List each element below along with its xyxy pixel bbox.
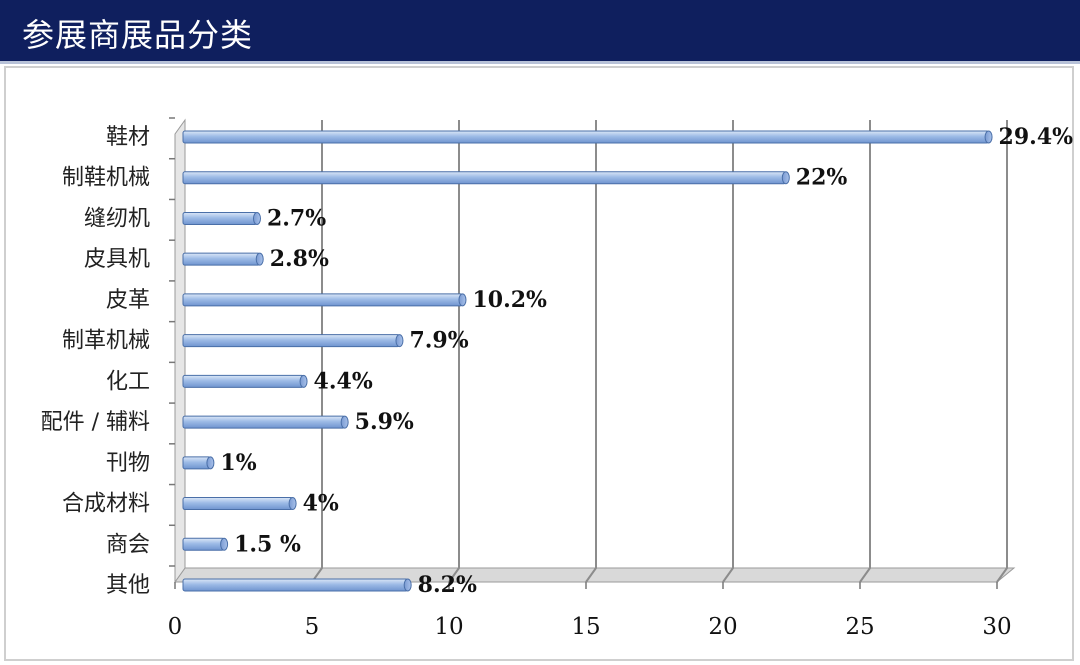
bar[interactable] bbox=[182, 334, 400, 348]
category-label: 其他 bbox=[106, 573, 150, 598]
x-tick-label: 30 bbox=[982, 614, 1011, 640]
bar[interactable] bbox=[182, 130, 990, 144]
bar-end-cap bbox=[403, 578, 412, 592]
bar-end-cap bbox=[340, 415, 349, 429]
bar[interactable] bbox=[182, 252, 261, 266]
bar-end-cap bbox=[984, 130, 993, 144]
header-bar: 参展商展品分类 bbox=[0, 0, 1080, 64]
bar-end-cap bbox=[206, 456, 215, 470]
bar-end-cap bbox=[458, 293, 467, 307]
bar[interactable] bbox=[182, 374, 305, 388]
plot-left-wall bbox=[174, 118, 186, 584]
bar-end-cap bbox=[255, 252, 264, 266]
bar[interactable] bbox=[182, 578, 409, 592]
bar-end-cap bbox=[299, 374, 308, 388]
bar-end-cap bbox=[395, 334, 404, 348]
data-label: 1% bbox=[220, 450, 256, 476]
data-label: 4% bbox=[303, 491, 339, 517]
bar[interactable] bbox=[182, 171, 787, 185]
bar[interactable] bbox=[182, 211, 258, 225]
page-title: 参展商展品分类 bbox=[22, 16, 254, 54]
x-tick-label: 25 bbox=[845, 614, 874, 640]
bar-end-cap bbox=[288, 497, 297, 511]
x-gridline bbox=[585, 120, 597, 583]
bar-end-cap bbox=[220, 537, 229, 551]
category-label: 鞋材 bbox=[106, 125, 150, 150]
x-gridline bbox=[722, 120, 734, 583]
category-label: 皮革 bbox=[106, 288, 150, 313]
category-label: 化工 bbox=[106, 369, 150, 394]
category-label: 皮具机 bbox=[84, 247, 150, 272]
bar[interactable] bbox=[182, 293, 463, 307]
bar[interactable] bbox=[182, 537, 225, 551]
x-gridline bbox=[996, 120, 1008, 583]
bar-end-cap bbox=[781, 171, 790, 185]
data-label: 2.7% bbox=[267, 205, 326, 231]
category-label: 制鞋机械 bbox=[62, 166, 150, 191]
x-gridline bbox=[311, 120, 323, 583]
data-label: 10.2% bbox=[472, 287, 547, 313]
category-label: 合成材料 bbox=[62, 492, 150, 517]
x-tick-label: 10 bbox=[434, 614, 463, 640]
data-label: 5.9% bbox=[355, 409, 414, 435]
plot-back-wall bbox=[175, 120, 1014, 582]
data-label: 4.4% bbox=[314, 368, 373, 394]
category-label: 配件 / 辅料 bbox=[41, 410, 150, 435]
x-tick-label: 0 bbox=[168, 614, 183, 640]
x-tick-label: 15 bbox=[571, 614, 600, 640]
data-label: 22% bbox=[796, 165, 848, 191]
bar[interactable] bbox=[182, 456, 211, 470]
data-label: 1.5 % bbox=[234, 531, 301, 557]
bar-end-cap bbox=[252, 211, 261, 225]
x-tick-label: 20 bbox=[708, 614, 737, 640]
category-label: 制革机械 bbox=[62, 329, 150, 354]
x-gridline bbox=[859, 120, 871, 583]
bar[interactable] bbox=[182, 497, 294, 511]
bar[interactable] bbox=[182, 415, 346, 429]
data-label: 2.8% bbox=[270, 246, 329, 272]
category-label: 商会 bbox=[106, 532, 150, 557]
data-label: 7.9% bbox=[409, 328, 468, 354]
category-label: 刊物 bbox=[106, 451, 150, 476]
category-label: 缝纫机 bbox=[84, 206, 150, 231]
data-label: 8.2% bbox=[418, 572, 477, 598]
data-label: 29.4% bbox=[999, 124, 1074, 150]
x-tick-label: 5 bbox=[305, 614, 320, 640]
x-gridline bbox=[448, 120, 460, 583]
